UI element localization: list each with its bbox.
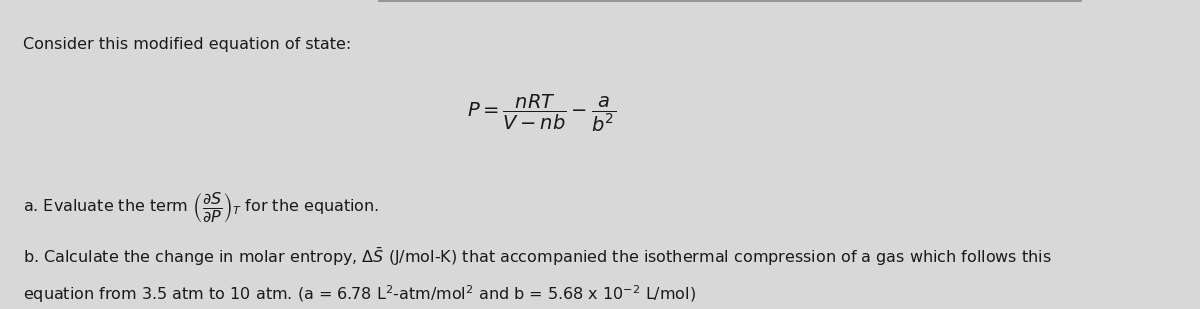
Text: equation from 3.5 atm to 10 atm. (a = 6.78 L$^2$-atm/mol$^2$ and b = 5.68 x 10$^: equation from 3.5 atm to 10 atm. (a = 6.… (23, 284, 696, 305)
Text: b. Calculate the change in molar entropy, $\Delta\bar{S}$ (J/mol-K) that accompa: b. Calculate the change in molar entropy… (23, 245, 1051, 268)
Text: Consider this modified equation of state:: Consider this modified equation of state… (23, 37, 352, 52)
Text: $P = \dfrac{nRT}{V-nb} - \dfrac{a}{b^2}$: $P = \dfrac{nRT}{V-nb} - \dfrac{a}{b^2}$ (467, 92, 616, 134)
Text: a. Evaluate the term $\left(\dfrac{\partial S}{\partial P}\right)_T$ for the equ: a. Evaluate the term $\left(\dfrac{\part… (23, 190, 379, 223)
